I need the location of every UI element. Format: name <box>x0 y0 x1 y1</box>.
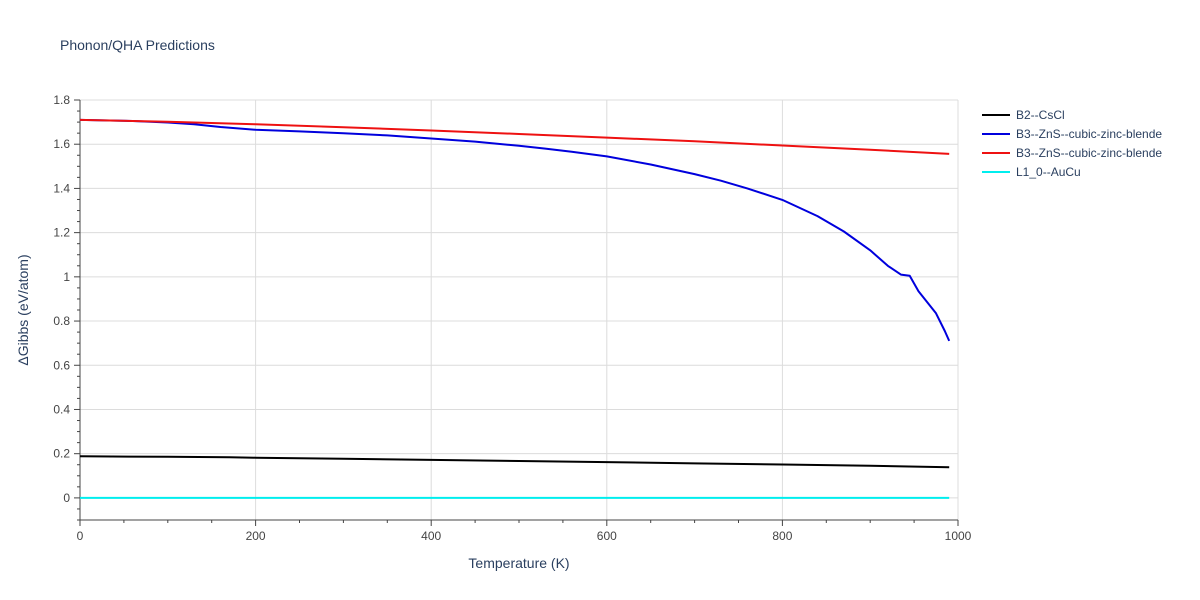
y-tick-label: 0.8 <box>53 314 70 328</box>
x-tick-label: 400 <box>421 529 441 543</box>
y-tick-label: 1.4 <box>53 181 70 195</box>
legend-label: L1_0--AuCu <box>1016 165 1081 179</box>
x-tick-label: 600 <box>597 529 617 543</box>
y-axis-title: ΔGibbs (eV/atom) <box>15 254 31 365</box>
legend-item[interactable]: B3--ZnS--cubic-zinc-blende <box>982 127 1162 141</box>
plot-area <box>79 118 951 499</box>
y-tick-label: 1.6 <box>53 137 70 151</box>
x-tick-label: 800 <box>772 529 792 543</box>
y-tick-label: 0.6 <box>53 358 70 372</box>
y-tick-label: 1 <box>63 270 70 284</box>
legend[interactable]: B2--CsCl B3--ZnS--cubic-zinc-blende B3--Zn… <box>982 108 1162 179</box>
x-tick-label: 1000 <box>945 529 972 543</box>
y-tick-label: 0.4 <box>53 402 70 416</box>
legend-item[interactable]: L1_0--AuCu <box>982 165 1081 179</box>
x-tick-label: 200 <box>246 529 266 543</box>
y-tick-label: 1.2 <box>53 226 70 240</box>
axes: 0 200 400 600 800 1000 0 0.2 0.4 0.6 0.8 1 1.2 1.4 1.6… <box>53 93 971 543</box>
legend-label: B3--ZnS--cubic-zinc-blende <box>1016 127 1162 141</box>
series-line-1 <box>79 118 951 342</box>
legend-item[interactable]: B3--ZnS--cubic-zinc-blende <box>982 146 1162 160</box>
y-tick-label: 1.8 <box>53 93 70 107</box>
legend-item[interactable]: B2--CsCl <box>982 108 1065 122</box>
y-tick-label: 0 <box>63 491 70 505</box>
chart-title: Phonon/QHA Predictions <box>60 37 215 53</box>
series-line-0 <box>79 455 950 469</box>
legend-label: B3--ZnS--cubic-zinc-blende <box>1016 146 1162 160</box>
y-tick-label: 0.2 <box>53 447 70 461</box>
legend-label: B2--CsCl <box>1016 108 1065 122</box>
series-line-2 <box>79 118 950 155</box>
x-axis-title: Temperature (K) <box>468 555 569 571</box>
x-tick-label: 0 <box>77 529 84 543</box>
